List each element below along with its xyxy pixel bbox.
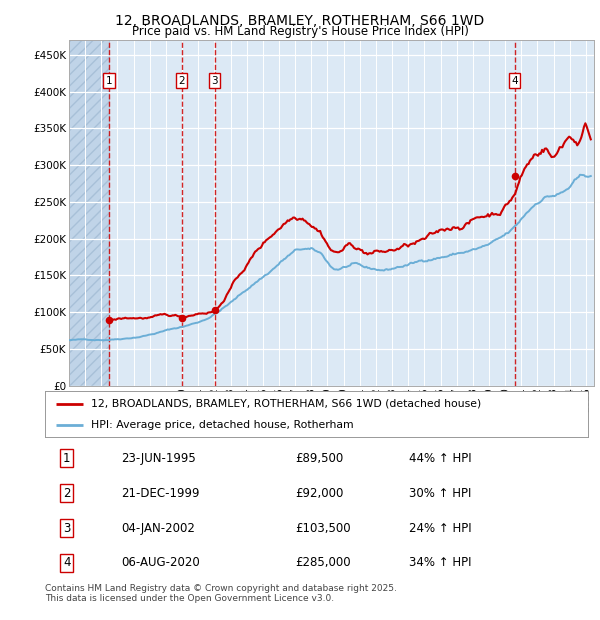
Text: HPI: Average price, detached house, Rotherham: HPI: Average price, detached house, Roth… [91,420,354,430]
Text: 23-JUN-1995: 23-JUN-1995 [121,452,196,465]
Text: 4: 4 [512,76,518,86]
Text: 21-DEC-1999: 21-DEC-1999 [121,487,200,500]
Text: £285,000: £285,000 [295,557,350,569]
Text: 06-AUG-2020: 06-AUG-2020 [121,557,200,569]
Text: 2: 2 [178,76,185,86]
Text: 30% ↑ HPI: 30% ↑ HPI [409,487,471,500]
Text: 1: 1 [63,452,70,465]
Text: 34% ↑ HPI: 34% ↑ HPI [409,557,472,569]
Text: £89,500: £89,500 [295,452,343,465]
Text: 4: 4 [63,557,70,569]
Text: 24% ↑ HPI: 24% ↑ HPI [409,521,472,534]
Text: 1: 1 [106,76,112,86]
Text: 3: 3 [63,521,70,534]
Text: Price paid vs. HM Land Registry's House Price Index (HPI): Price paid vs. HM Land Registry's House … [131,25,469,38]
Text: £103,500: £103,500 [295,521,350,534]
Text: Contains HM Land Registry data © Crown copyright and database right 2025.
This d: Contains HM Land Registry data © Crown c… [45,584,397,603]
Text: 12, BROADLANDS, BRAMLEY, ROTHERHAM, S66 1WD: 12, BROADLANDS, BRAMLEY, ROTHERHAM, S66 … [115,14,485,28]
Text: 44% ↑ HPI: 44% ↑ HPI [409,452,472,465]
Text: 2: 2 [63,487,70,500]
Text: £92,000: £92,000 [295,487,343,500]
Text: 12, BROADLANDS, BRAMLEY, ROTHERHAM, S66 1WD (detached house): 12, BROADLANDS, BRAMLEY, ROTHERHAM, S66 … [91,399,481,409]
Text: 3: 3 [211,76,218,86]
Bar [69,40,109,386]
Text: 04-JAN-2002: 04-JAN-2002 [121,521,195,534]
